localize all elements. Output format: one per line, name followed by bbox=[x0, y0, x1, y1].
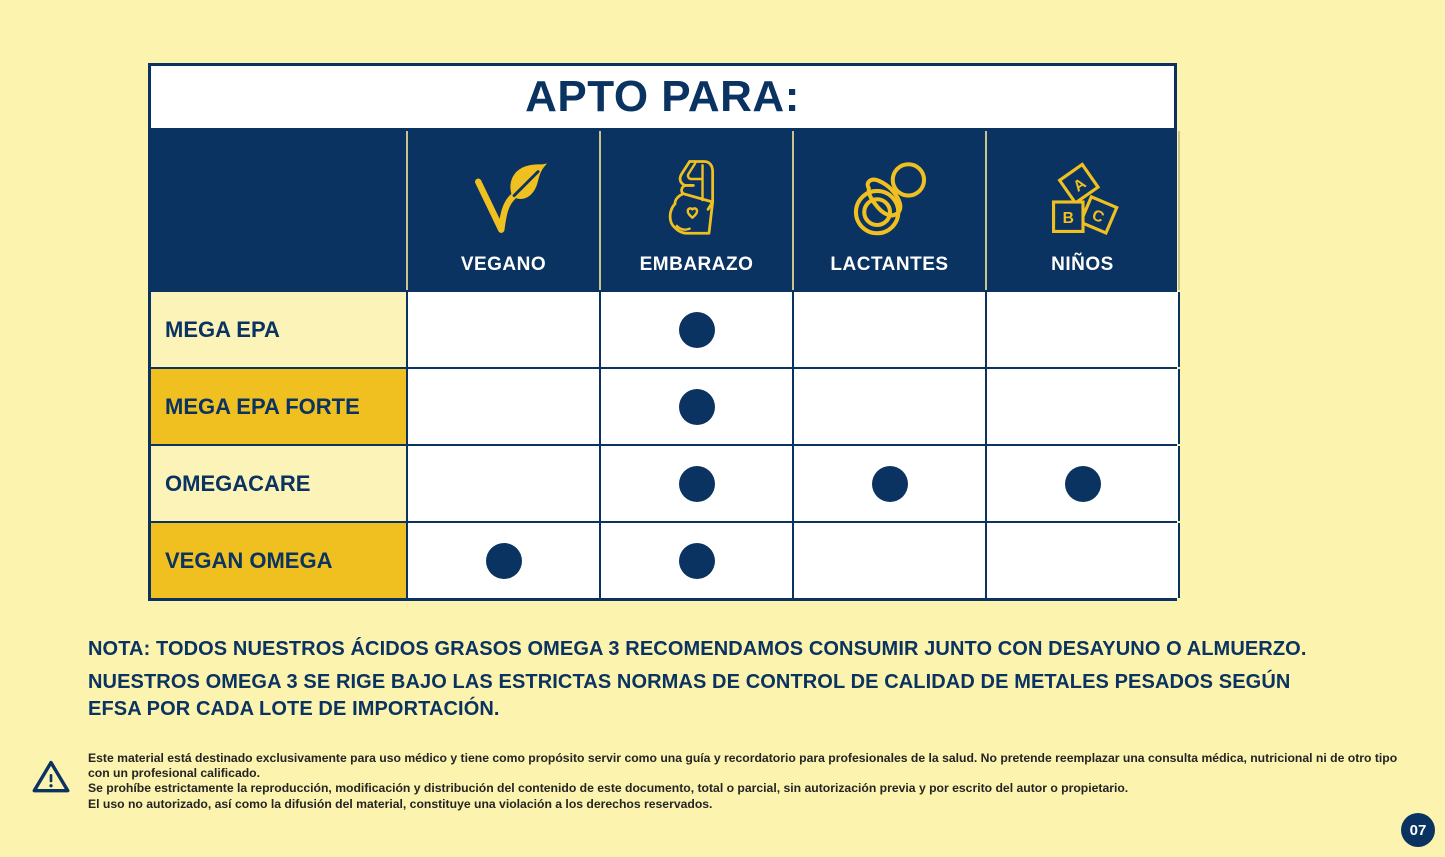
svg-text:B: B bbox=[1062, 210, 1073, 227]
